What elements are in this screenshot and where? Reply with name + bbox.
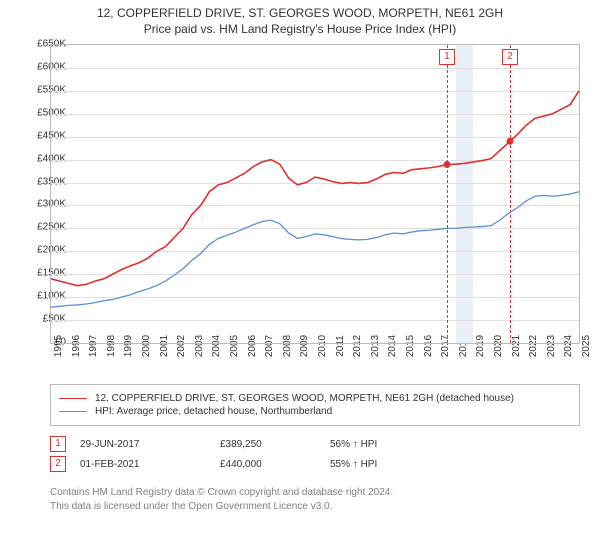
sale-date: 01-FEB-2021: [80, 459, 220, 470]
sales-table: 1 29-JUN-2017£389,25056% ↑ HPI 2 01-FEB-202…: [50, 432, 580, 476]
plot-svg: [51, 45, 579, 343]
title-line-2: Price paid vs. HM Land Registry's House …: [0, 22, 600, 36]
sale-number-box: 1: [50, 436, 66, 452]
series-property: [51, 91, 579, 286]
x-tick-label: 2025: [581, 335, 592, 357]
series-hpi: [51, 192, 579, 308]
sale-marker-number: 1: [439, 49, 455, 65]
legend-swatch: [59, 398, 87, 399]
footer-line-2: This data is licensed under the Open Gov…: [50, 500, 580, 514]
legend-swatch: [59, 411, 87, 412]
figure-root: 12, COPPERFIELD DRIVE, ST. GEORGES WOOD,…: [0, 0, 600, 560]
legend-label: 12, COPPERFIELD DRIVE, ST. GEORGES WOOD,…: [95, 393, 514, 404]
sale-date: 29-JUN-2017: [80, 439, 220, 450]
legend-label: HPI: Average price, detached house, Nort…: [95, 406, 332, 417]
footer-line-1: Contains HM Land Registry data © Crown c…: [50, 486, 580, 500]
legend-item: HPI: Average price, detached house, Nort…: [59, 406, 571, 417]
sale-price: £440,000: [220, 459, 330, 470]
sale-marker-number: 2: [502, 49, 518, 65]
sale-price: £389,250: [220, 439, 330, 450]
legend-box: 12, COPPERFIELD DRIVE, ST. GEORGES WOOD,…: [50, 384, 580, 426]
title-line-1: 12, COPPERFIELD DRIVE, ST. GEORGES WOOD,…: [0, 6, 600, 20]
sale-dot: [507, 138, 514, 145]
sale-pct-vs-hpi: 56% ↑ HPI: [330, 439, 440, 450]
sale-row: 1 29-JUN-2017£389,25056% ↑ HPI: [50, 436, 580, 452]
sale-row: 2 01-FEB-2021£440,00055% ↑ HPI: [50, 456, 580, 472]
title-block: 12, COPPERFIELD DRIVE, ST. GEORGES WOOD,…: [0, 0, 600, 36]
legend-item: 12, COPPERFIELD DRIVE, ST. GEORGES WOOD,…: [59, 393, 571, 404]
sale-dot: [444, 161, 451, 168]
footer-attribution: Contains HM Land Registry data © Crown c…: [50, 486, 580, 513]
sale-number-box: 2: [50, 456, 66, 472]
plot-area: 12: [50, 44, 580, 344]
sale-pct-vs-hpi: 55% ↑ HPI: [330, 459, 440, 470]
